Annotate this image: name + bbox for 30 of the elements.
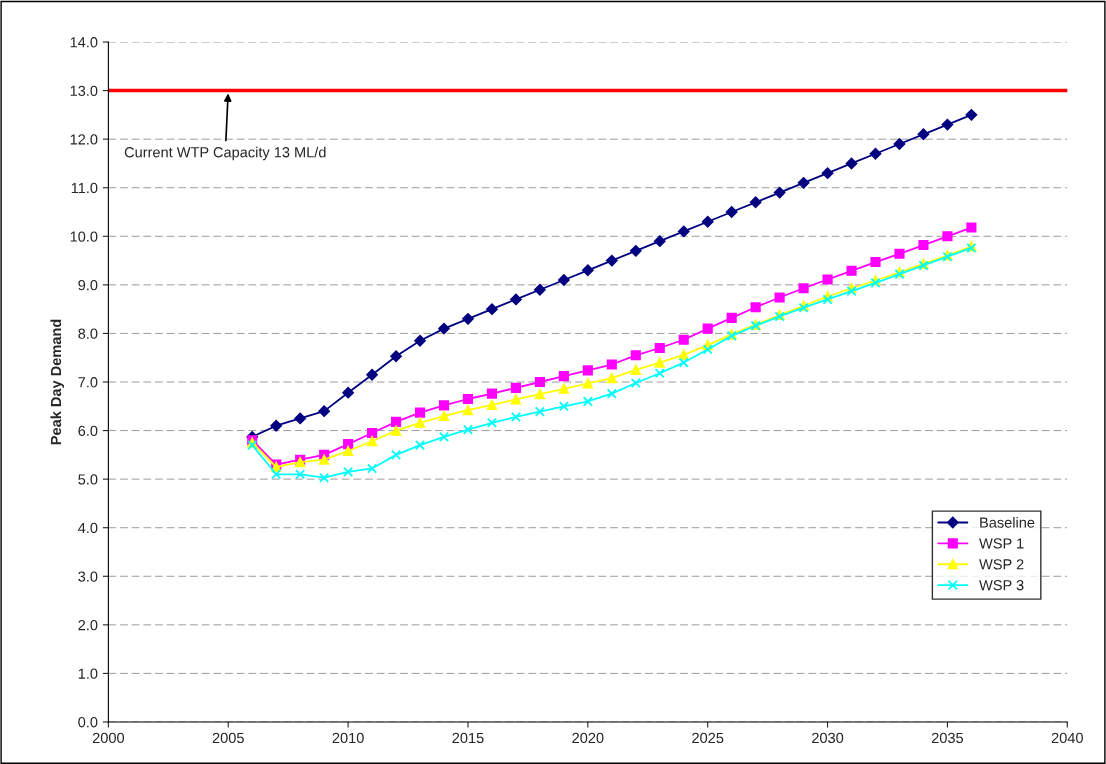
y-tick-label: 9.0 <box>78 279 98 291</box>
y-tick-label: 7.0 <box>78 377 98 388</box>
y-tick-label: 5.0 <box>78 474 98 485</box>
y-tick-label: 11.0 <box>71 182 98 194</box>
annotation: Current WTP Capacity 13 ML/d <box>124 146 326 161</box>
y-tick-label: 4.0 <box>78 522 98 534</box>
legend-label: WSP 3 <box>979 580 1024 591</box>
y-tick-label: 8.0 <box>78 328 98 339</box>
y-tick-label: 13.0 <box>70 85 98 97</box>
legend-label: Baseline <box>980 517 1035 528</box>
y-tick-label: 14.0 <box>70 37 98 48</box>
x-tick-label: 2025 <box>692 732 724 744</box>
x-tick-label: 2000 <box>92 732 125 744</box>
y-tick-label: 12.0 <box>70 134 98 145</box>
x-tick-label: 2010 <box>332 732 364 744</box>
y-tick-label: 3.0 <box>78 571 98 582</box>
x-tick-label: 2005 <box>212 732 244 744</box>
y-tick-label: 2.0 <box>78 619 98 631</box>
y-tick-label: 10.0 <box>70 231 98 242</box>
y-tick-label: 0.0 <box>78 717 98 728</box>
x-tick-label: 2035 <box>931 732 964 744</box>
y-tick-label: 1.0 <box>78 668 98 679</box>
y-axis-title: Peak Day Demand <box>50 319 65 445</box>
legend-label: WSP 2 <box>979 559 1024 570</box>
legend-label: WSP 1 <box>979 538 1024 549</box>
x-tick-label: 2040 <box>1051 732 1083 744</box>
x-tick-label: 2015 <box>452 732 484 744</box>
x-tick-label: 2030 <box>812 732 844 744</box>
y-tick-label: 6.0 <box>78 425 98 436</box>
x-tick-label: 2020 <box>572 732 604 744</box>
